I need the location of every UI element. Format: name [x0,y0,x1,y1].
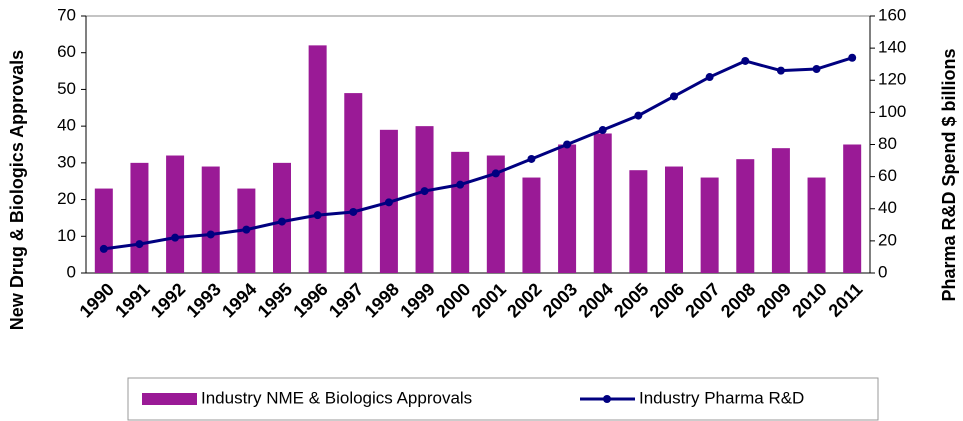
y-tick-label: 0 [67,262,76,281]
bar [736,159,755,273]
x-tick-label: 2007 [681,279,723,321]
bar [486,155,505,273]
y2-tick-label: 100 [878,102,906,121]
legend-label: Industry Pharma R&D [639,388,804,407]
line-marker [171,233,180,242]
x-tick-label: 1990 [76,279,118,321]
legend-swatch-marker [603,395,611,403]
line-marker [135,240,144,249]
x-tick-label: 2004 [574,279,616,321]
line-marker [848,53,857,62]
x-tick-label: 2003 [539,279,581,321]
y2-tick-label: 160 [878,5,906,24]
x-tick-label: 1991 [111,279,153,321]
line-marker [278,217,286,226]
y2-tick-label: 80 [878,134,897,153]
y-tick-label: 70 [57,5,76,24]
bar [130,162,149,273]
bar [593,133,612,273]
line-marker [741,56,750,65]
line-marker [491,169,500,178]
bar [94,188,113,273]
line-marker [313,211,322,220]
x-tick-label: 2009 [753,279,795,321]
bar [771,148,790,273]
line-marker [634,111,643,120]
bar [558,144,577,273]
x-tick-label: 2008 [717,279,759,321]
line-marker [670,92,678,101]
x-tick-label: 2002 [503,279,545,321]
line-marker [349,207,358,216]
line-marker [705,73,714,82]
line [103,56,853,251]
legend-label: Industry NME & Biologics Approvals [201,388,472,407]
line-marker [242,225,251,234]
bar [415,126,434,274]
bar [522,177,541,273]
x-tick-label: 2010 [788,279,830,321]
line-marker [527,154,536,163]
line-marker [812,65,821,74]
x-tick-label: 1995 [254,279,296,321]
bar [308,45,327,273]
x-tick-label: 1998 [361,279,403,321]
line-marker [563,140,572,149]
line-marker [456,180,465,189]
bar [629,170,648,273]
legend-swatch [142,393,197,405]
bar [807,177,826,273]
bar [201,166,220,273]
y-axis-title: New Drug & Biologics Approvals [7,50,27,330]
bar [166,155,185,273]
bar [451,151,470,273]
bar [665,166,683,273]
y2-tick-label: 0 [878,262,887,281]
x-tick-label: 1996 [289,279,331,321]
line-marker [598,126,607,135]
x-tick-label: 2001 [468,279,510,321]
x-tick-label: 2011 [825,279,867,321]
line-marker [206,230,215,239]
y-tick-label: 40 [57,116,76,135]
y-tick-label: 10 [57,226,76,245]
x-tick-label: 1997 [325,279,367,321]
y2-tick-label: 140 [878,38,906,57]
y2-tick-label: 20 [878,230,897,249]
legend-box [127,377,879,421]
y2-tick-label: 120 [878,70,906,89]
y-tick-label: 20 [57,189,76,208]
x-tick-label: 2000 [432,279,474,321]
y2-tick-label: 60 [878,166,897,185]
x-tick-label: 1993 [182,279,224,321]
y-tick-label: 50 [57,79,76,98]
x-tick-label: 1994 [218,279,260,321]
bar [843,144,862,273]
x-tick-label: 2006 [646,279,688,321]
line-marker [776,66,785,75]
y2-tick-label: 40 [878,198,897,217]
line-marker [384,198,393,207]
line-marker [420,187,429,196]
x-tick-label: 1999 [396,279,438,321]
bar [700,177,719,273]
y-tick-label: 60 [57,42,76,61]
y-tick-label: 30 [57,152,76,171]
x-tick-label: 1992 [147,279,189,321]
line-marker [99,244,108,253]
bar [344,93,363,273]
x-tick-label: 2005 [610,279,652,321]
y2-axis-title: Pharma R&D Spend $ billions [939,48,959,301]
